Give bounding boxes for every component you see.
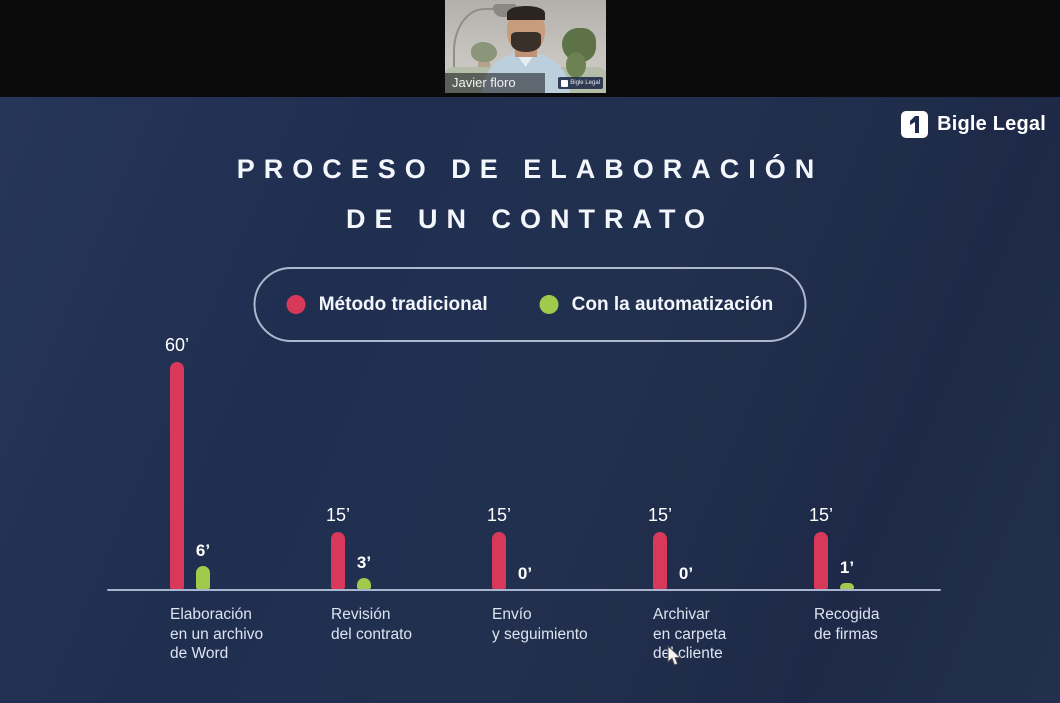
plant-left bbox=[471, 42, 497, 62]
category-label-line: del contrato bbox=[331, 625, 412, 643]
category-label-line: en un archivo bbox=[170, 625, 264, 643]
legend-label: Con la automatización bbox=[571, 293, 774, 315]
bar-automated bbox=[357, 578, 371, 589]
bar-traditional bbox=[492, 532, 506, 589]
value-label-automated: 1’ bbox=[839, 558, 855, 577]
brand-name: Bigle Legal bbox=[937, 113, 1046, 135]
plot-area: 60’ 6’ 15’ 3’ 15’ 0’ 15’ 0’ 15’ 1’ bbox=[107, 97, 941, 590]
value-label-automated: 0’ bbox=[678, 564, 694, 583]
value-label-traditional: 15’ bbox=[325, 505, 351, 525]
shared-slide: Bigle Legal PROCESO DE ELABORACIÓN DE UN… bbox=[0, 97, 1060, 703]
bigle-legal-logo-icon bbox=[901, 111, 929, 138]
bar-group-0: 60’ 6’ bbox=[165, 129, 290, 589]
bar-group-4: 15’ 1’ bbox=[809, 129, 934, 589]
slide-title-line2: DE UN CONTRATO bbox=[346, 204, 714, 234]
meeting-top-bar: Javier floro Bigle Legal bbox=[0, 0, 1060, 97]
legend-dot-icon bbox=[539, 295, 559, 314]
value-label-traditional: 15’ bbox=[647, 505, 673, 525]
category-label-line: Elaboración bbox=[170, 606, 252, 623]
value-label-automated: 6’ bbox=[195, 541, 211, 560]
legend-label: Método tradicional bbox=[318, 293, 488, 315]
value-label-traditional: 60’ bbox=[164, 335, 190, 355]
logo-glyph bbox=[910, 116, 920, 133]
brand-logo: Bigle Legal bbox=[901, 111, 1046, 138]
legend-item-0: Método tradicional bbox=[286, 293, 488, 316]
category-label-line: de firmas bbox=[814, 625, 878, 643]
value-label-automated: 0’ bbox=[517, 564, 533, 583]
plant-right-lower bbox=[566, 52, 586, 78]
x-axis-line bbox=[107, 589, 941, 591]
chart-legend: Método tradicional Con la automatización bbox=[253, 267, 807, 342]
participant-name-tag: Javier floro bbox=[445, 73, 545, 93]
category-label-4: Recogida de firmas bbox=[814, 605, 984, 644]
video-watermark-badge: Bigle Legal bbox=[558, 77, 603, 89]
slide-title-line1: PROCESO DE ELABORACIÓN bbox=[236, 154, 824, 184]
category-label-1: Revisión del contrato bbox=[331, 605, 501, 644]
slide-title: PROCESO DE ELABORACIÓN DE UN CONTRATO bbox=[0, 144, 1060, 244]
bar-automated bbox=[840, 583, 854, 589]
category-label-line: Recogida bbox=[814, 606, 880, 623]
category-label-line: Revisión bbox=[331, 606, 391, 623]
mouse-cursor bbox=[666, 644, 683, 672]
floor-lamp bbox=[453, 8, 505, 80]
bar-traditional bbox=[653, 532, 667, 589]
bar-group-3: 15’ 0’ bbox=[648, 129, 773, 589]
bar-group-2: 15’ 0’ bbox=[487, 129, 612, 589]
category-label-line: en carpeta bbox=[653, 625, 727, 643]
value-label-traditional: 15’ bbox=[808, 505, 834, 525]
participant-video-tile[interactable]: Javier floro Bigle Legal bbox=[445, 0, 606, 93]
category-label-line: de Word bbox=[170, 645, 229, 662]
category-label-line: y seguimiento bbox=[492, 625, 588, 643]
value-label-traditional: 15’ bbox=[486, 505, 512, 525]
person-hair bbox=[506, 6, 545, 20]
category-labels: Elaboración en un archivo de Word Revisión d… bbox=[107, 605, 941, 695]
bar-group-1: 15’ 3’ bbox=[326, 129, 451, 589]
category-label-line: Archivar bbox=[653, 606, 710, 623]
category-label-2: Envío y seguimiento bbox=[492, 605, 662, 644]
legend-item-1: Con la automatización bbox=[539, 293, 774, 316]
value-label-automated: 3’ bbox=[356, 553, 372, 572]
category-label-0: Elaboración en un archivo de Word bbox=[170, 605, 340, 664]
legend-dot-icon bbox=[286, 295, 306, 314]
person-beard bbox=[510, 32, 541, 52]
bar-automated bbox=[196, 566, 210, 589]
category-label-line: Envío bbox=[492, 606, 532, 623]
bar-traditional bbox=[814, 532, 828, 589]
watermark-text: Bigle Legal bbox=[570, 80, 600, 86]
bar-traditional bbox=[170, 362, 184, 589]
bar-traditional bbox=[331, 532, 345, 589]
watermark-logo-icon bbox=[561, 79, 569, 87]
